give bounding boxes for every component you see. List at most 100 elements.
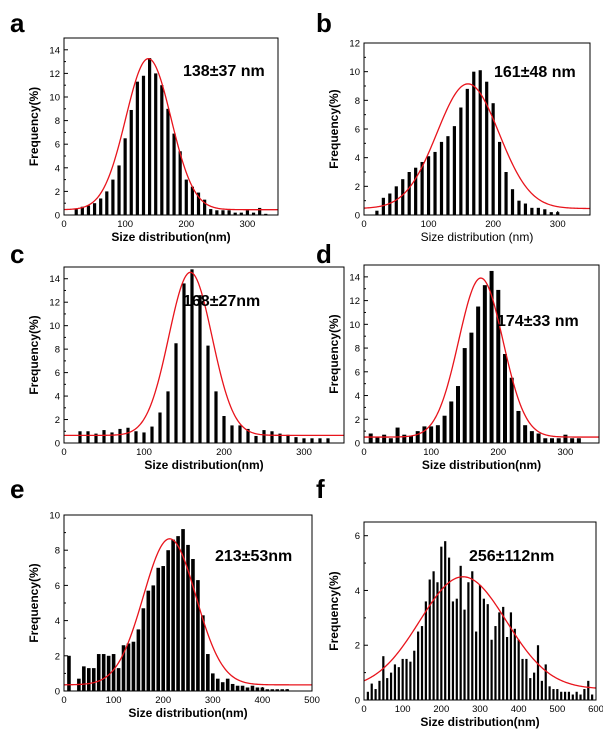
x-tick-label: 100 [421,219,437,230]
bars-b [375,70,560,215]
gaussian-fit-curve [363,83,591,210]
bar [455,598,458,700]
bar [451,601,455,700]
bar [78,431,82,443]
bar [368,433,373,443]
bar [171,539,175,691]
bar [489,270,494,443]
bar [238,425,242,443]
y-axis-label: Frequency(%) [327,314,341,393]
bar [378,680,381,700]
y-tick-label: 8 [55,345,60,356]
bar [146,590,151,691]
y-tick-label: 2 [355,415,360,426]
y-tick-label: 2 [55,651,60,662]
bar [275,689,280,691]
x-tick-label: 200 [178,219,194,230]
bar [206,345,210,443]
y-tick-label: 6 [355,367,360,378]
bar [141,75,146,215]
bar [255,687,260,691]
y-tick-label: 4 [355,586,360,597]
bar [374,689,377,700]
x-tick-label: 500 [304,695,320,706]
bar [579,694,582,700]
bar [258,207,262,215]
bar [543,209,547,215]
bar [105,191,109,215]
bar [184,179,188,215]
bar [424,601,427,700]
bar [503,354,507,443]
bar [467,582,470,700]
bar [548,686,551,700]
bar [201,615,205,691]
x-tick-label: 0 [361,447,366,458]
bar [121,645,126,691]
bar [521,658,524,700]
bar [382,434,387,443]
x-tick-label: 200 [490,447,506,458]
x-axis-label: Size distribution(nm) [111,230,230,244]
bar [462,348,467,443]
bar [382,656,385,700]
bar [74,209,78,215]
x-tick-label: 400 [254,695,270,706]
bar [452,126,456,215]
x-axis-label: Size distribution(nm) [420,715,539,729]
bar [417,631,420,700]
bar [136,629,141,691]
y-tick-label: 6 [355,531,360,542]
bar [264,213,268,215]
x-axis-label: Size distribution(nm) [128,706,247,720]
x-axis-label: Size distribution(nm) [422,458,541,472]
x-tick-label: 100 [423,447,439,458]
bar [129,109,133,215]
bar [80,206,84,215]
bars-f [366,541,594,700]
panel-a: 0 100 200 300 0 2 4 6 8 10 12 14 Size distribution(n… [10,8,279,244]
bar [476,306,481,443]
bar [471,571,474,700]
bar [235,685,240,691]
y-tick-label: 14 [349,272,360,283]
gaussian-fit-curve [363,576,597,689]
bar [190,186,194,215]
x-tick-label: 200 [216,447,232,458]
bar [523,425,528,443]
bars-c [78,269,330,443]
y-tick-label: 2 [355,182,360,193]
bar [246,428,250,443]
bar [414,167,418,215]
bar [91,668,96,691]
size-annotation: 174±33 nm [497,313,579,330]
size-annotation: 213±53nm [215,548,292,565]
bar [117,165,121,215]
bar [587,680,590,700]
y-axis-label: Frequency(%) [27,87,41,166]
bar [498,612,501,700]
bar [148,58,152,216]
bar [465,88,469,215]
bar [92,203,97,215]
bar [491,103,495,215]
y-tick-label: 0 [55,211,60,222]
y-tick-label: 0 [355,696,360,707]
bar [270,431,274,443]
bar [245,687,250,691]
bar [549,212,553,215]
bar [166,391,170,443]
bar [428,579,431,700]
y-tick-label: 8 [55,116,60,127]
bar [111,654,116,691]
bar [540,680,543,700]
x-tick-label: 100 [117,219,133,230]
y-tick-label: 12 [49,69,60,80]
bar [209,209,213,215]
y-tick-label: 0 [55,439,60,450]
bar [393,664,397,700]
y-tick-label: 10 [349,320,360,331]
bar [156,567,161,691]
bar [413,650,416,700]
bar [388,193,392,215]
